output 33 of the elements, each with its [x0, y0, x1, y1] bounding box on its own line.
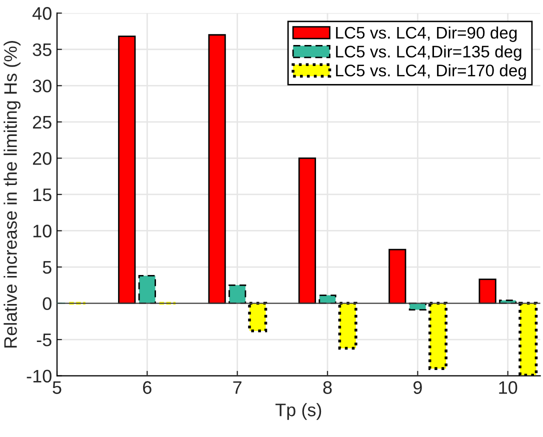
bar — [298, 158, 316, 304]
bar — [248, 302, 268, 332]
y-tick-label: 5 — [42, 261, 52, 274]
x-tick-label: 5 — [52, 381, 62, 394]
bar — [208, 34, 226, 304]
y-tick-label: 25 — [32, 116, 52, 129]
bar — [228, 284, 246, 304]
bar — [338, 302, 358, 350]
legend-label: LC5 vs. LC4,Dir=135 deg — [336, 45, 522, 61]
x-tick-label: 10 — [499, 381, 518, 394]
y-axis-title: Relative increase in the limiting Hs (%) — [4, 41, 21, 348]
x-axis-title: Tp (s) — [275, 403, 322, 420]
legend-label: LC5 vs. LC4, Dir=90 deg — [336, 26, 517, 42]
x-tick-label: 7 — [233, 381, 242, 394]
bar — [428, 302, 448, 370]
y-tick-label: 10 — [33, 224, 52, 238]
x-tick-label: 6 — [143, 381, 152, 394]
y-tick-label: 40 — [32, 7, 52, 20]
bar — [318, 294, 336, 304]
bar — [388, 248, 406, 304]
y-tick-label: 0 — [42, 297, 52, 310]
y-tick-label: 35 — [32, 43, 52, 56]
legend-label: LC5 vs. LC4, Dir=170 deg — [336, 64, 526, 80]
x-tick-label: 8 — [323, 381, 332, 394]
y-tick-label: 15 — [33, 188, 52, 202]
bar — [138, 275, 156, 304]
y-tick-label: 20 — [32, 152, 52, 165]
x-tick-label: 9 — [413, 381, 422, 394]
y-tick-label: -5 — [36, 334, 52, 346]
bar — [478, 278, 496, 304]
bar — [118, 36, 136, 304]
y-tick-label: 30 — [32, 80, 52, 92]
y-tick-label: -10 — [26, 370, 52, 383]
